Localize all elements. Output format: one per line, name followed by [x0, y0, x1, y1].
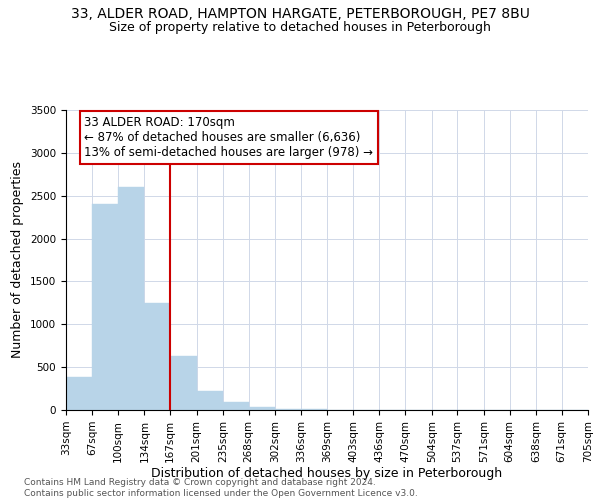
- X-axis label: Distribution of detached houses by size in Peterborough: Distribution of detached houses by size …: [151, 468, 503, 480]
- Bar: [145, 303, 170, 410]
- Bar: [118, 187, 145, 410]
- Bar: [197, 391, 223, 410]
- Text: 33, ALDER ROAD, HAMPTON HARGATE, PETERBOROUGH, PE7 8BU: 33, ALDER ROAD, HAMPTON HARGATE, PETERBO…: [71, 8, 529, 22]
- Bar: [170, 356, 197, 410]
- Text: Contains HM Land Registry data © Crown copyright and database right 2024.
Contai: Contains HM Land Registry data © Crown c…: [24, 478, 418, 498]
- Text: Size of property relative to detached houses in Peterborough: Size of property relative to detached ho…: [109, 21, 491, 34]
- Bar: [248, 406, 275, 410]
- Bar: [92, 204, 118, 410]
- Y-axis label: Number of detached properties: Number of detached properties: [11, 162, 25, 358]
- Bar: [275, 408, 301, 410]
- Bar: [66, 378, 92, 410]
- Text: 33 ALDER ROAD: 170sqm
← 87% of detached houses are smaller (6,636)
13% of semi-d: 33 ALDER ROAD: 170sqm ← 87% of detached …: [84, 116, 373, 159]
- Bar: [223, 402, 248, 410]
